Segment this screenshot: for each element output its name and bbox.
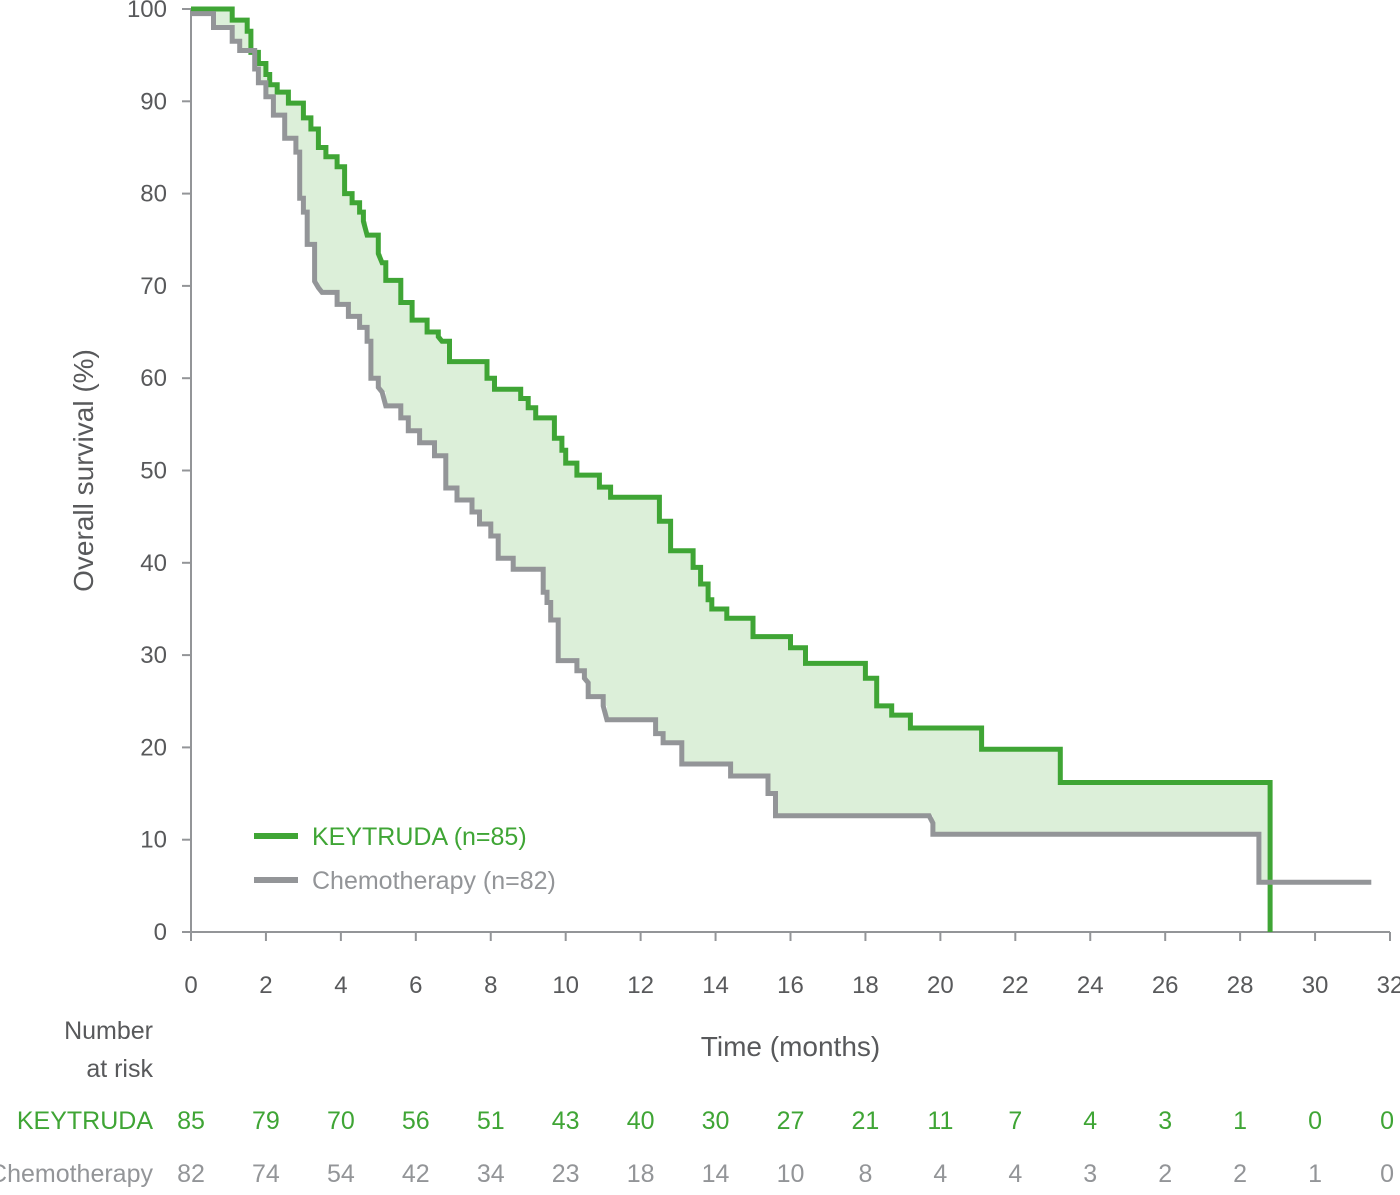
series-line-keytruda (191, 6, 1273, 932)
risk-value: 14 (702, 1160, 730, 1188)
x-tick-label: 14 (702, 972, 729, 999)
risk-value: 51 (477, 1107, 505, 1135)
x-tick-label: 24 (1077, 972, 1104, 999)
legend: KEYTRUDA (n=85) Chemotherapy (n=82) (254, 823, 556, 895)
risk-value: 10 (777, 1160, 805, 1188)
x-tick-label: 10 (552, 972, 579, 999)
risk-value: 2 (1233, 1160, 1247, 1188)
y-tick-label: 90 (140, 88, 167, 115)
x-tick-label: 20 (927, 972, 954, 999)
x-tick-label: 6 (409, 972, 422, 999)
fill-between-shape (191, 9, 1271, 932)
risk-value: 40 (627, 1107, 655, 1135)
risk-value: 18 (627, 1160, 655, 1188)
risk-value: 0 (1380, 1160, 1394, 1188)
legend-label-keytruda: KEYTRUDA (n=85) (312, 823, 527, 851)
risk-header-line1: Number (64, 1017, 153, 1045)
risk-value: 27 (777, 1107, 805, 1135)
x-tick-label: 2 (259, 972, 272, 999)
risk-value: 70 (327, 1107, 355, 1135)
x-tick-label: 12 (627, 972, 654, 999)
risk-value: 8 (858, 1160, 872, 1188)
risk-value: 3 (1158, 1107, 1172, 1135)
y-tick-label: 70 (140, 273, 167, 300)
risk-row-label-chemotherapy: Chemotherapy (0, 1160, 153, 1188)
x-tick-label: 16 (777, 972, 804, 999)
x-tick-label: 30 (1302, 972, 1329, 999)
y-tick-label: 60 (140, 365, 167, 392)
risk-value: 7 (1008, 1107, 1022, 1135)
risk-value: 79 (252, 1107, 280, 1135)
series-lines (191, 6, 1372, 932)
x-axis-title: Time (months) (701, 1031, 880, 1062)
series-line-chemotherapy (191, 11, 1372, 885)
risk-value: 4 (1083, 1107, 1097, 1135)
risk-value: 85 (177, 1107, 205, 1135)
risk-header-line2: at risk (86, 1055, 153, 1083)
risk-value: 4 (933, 1160, 947, 1188)
y-tick-label: 50 (140, 458, 167, 485)
risk-value: 1 (1308, 1160, 1322, 1188)
y-tick-label: 20 (140, 734, 167, 761)
risk-value: 30 (702, 1107, 730, 1135)
risk-value: 0 (1380, 1107, 1394, 1135)
y-tick-label: 80 (140, 181, 167, 208)
risk-value: 11 (927, 1107, 953, 1135)
risk-value: 3 (1083, 1160, 1097, 1188)
risk-value: 43 (552, 1107, 580, 1135)
y-tick-label: 100 (127, 0, 167, 23)
x-tick-label: 8 (484, 972, 497, 999)
x-tick-label: 26 (1152, 972, 1179, 999)
x-tick-label: 28 (1227, 972, 1254, 999)
y-tick-label: 30 (140, 642, 167, 669)
x-tick-label: 0 (184, 972, 197, 999)
risk-value: 4 (1008, 1160, 1022, 1188)
x-tick-label: 22 (1002, 972, 1029, 999)
risk-value: 54 (327, 1160, 355, 1188)
x-tick-label: 32 (1377, 972, 1400, 999)
risk-value: 34 (477, 1160, 505, 1188)
x-tick-label: 4 (334, 972, 347, 999)
y-tick-label: 0 (154, 919, 167, 946)
risk-value: 42 (402, 1160, 430, 1188)
legend-label-chemotherapy: Chemotherapy (n=82) (312, 867, 556, 895)
risk-value: 82 (177, 1160, 205, 1188)
risk-value: 21 (852, 1107, 880, 1135)
y-tick-label: 10 (140, 827, 167, 854)
risk-value: 2 (1158, 1160, 1172, 1188)
risk-value: 56 (402, 1107, 430, 1135)
x-tick-label: 18 (852, 972, 879, 999)
risk-row-label-keytruda: KEYTRUDA (17, 1107, 153, 1135)
y-tick-label: 40 (140, 550, 167, 577)
fill-between-area (191, 9, 1271, 932)
risk-value: 1 (1233, 1107, 1247, 1135)
y-axis-title: Overall survival (%) (68, 349, 99, 592)
risk-value: 74 (252, 1160, 280, 1188)
risk-value: 23 (552, 1160, 580, 1188)
risk-value: 0 (1308, 1107, 1322, 1135)
